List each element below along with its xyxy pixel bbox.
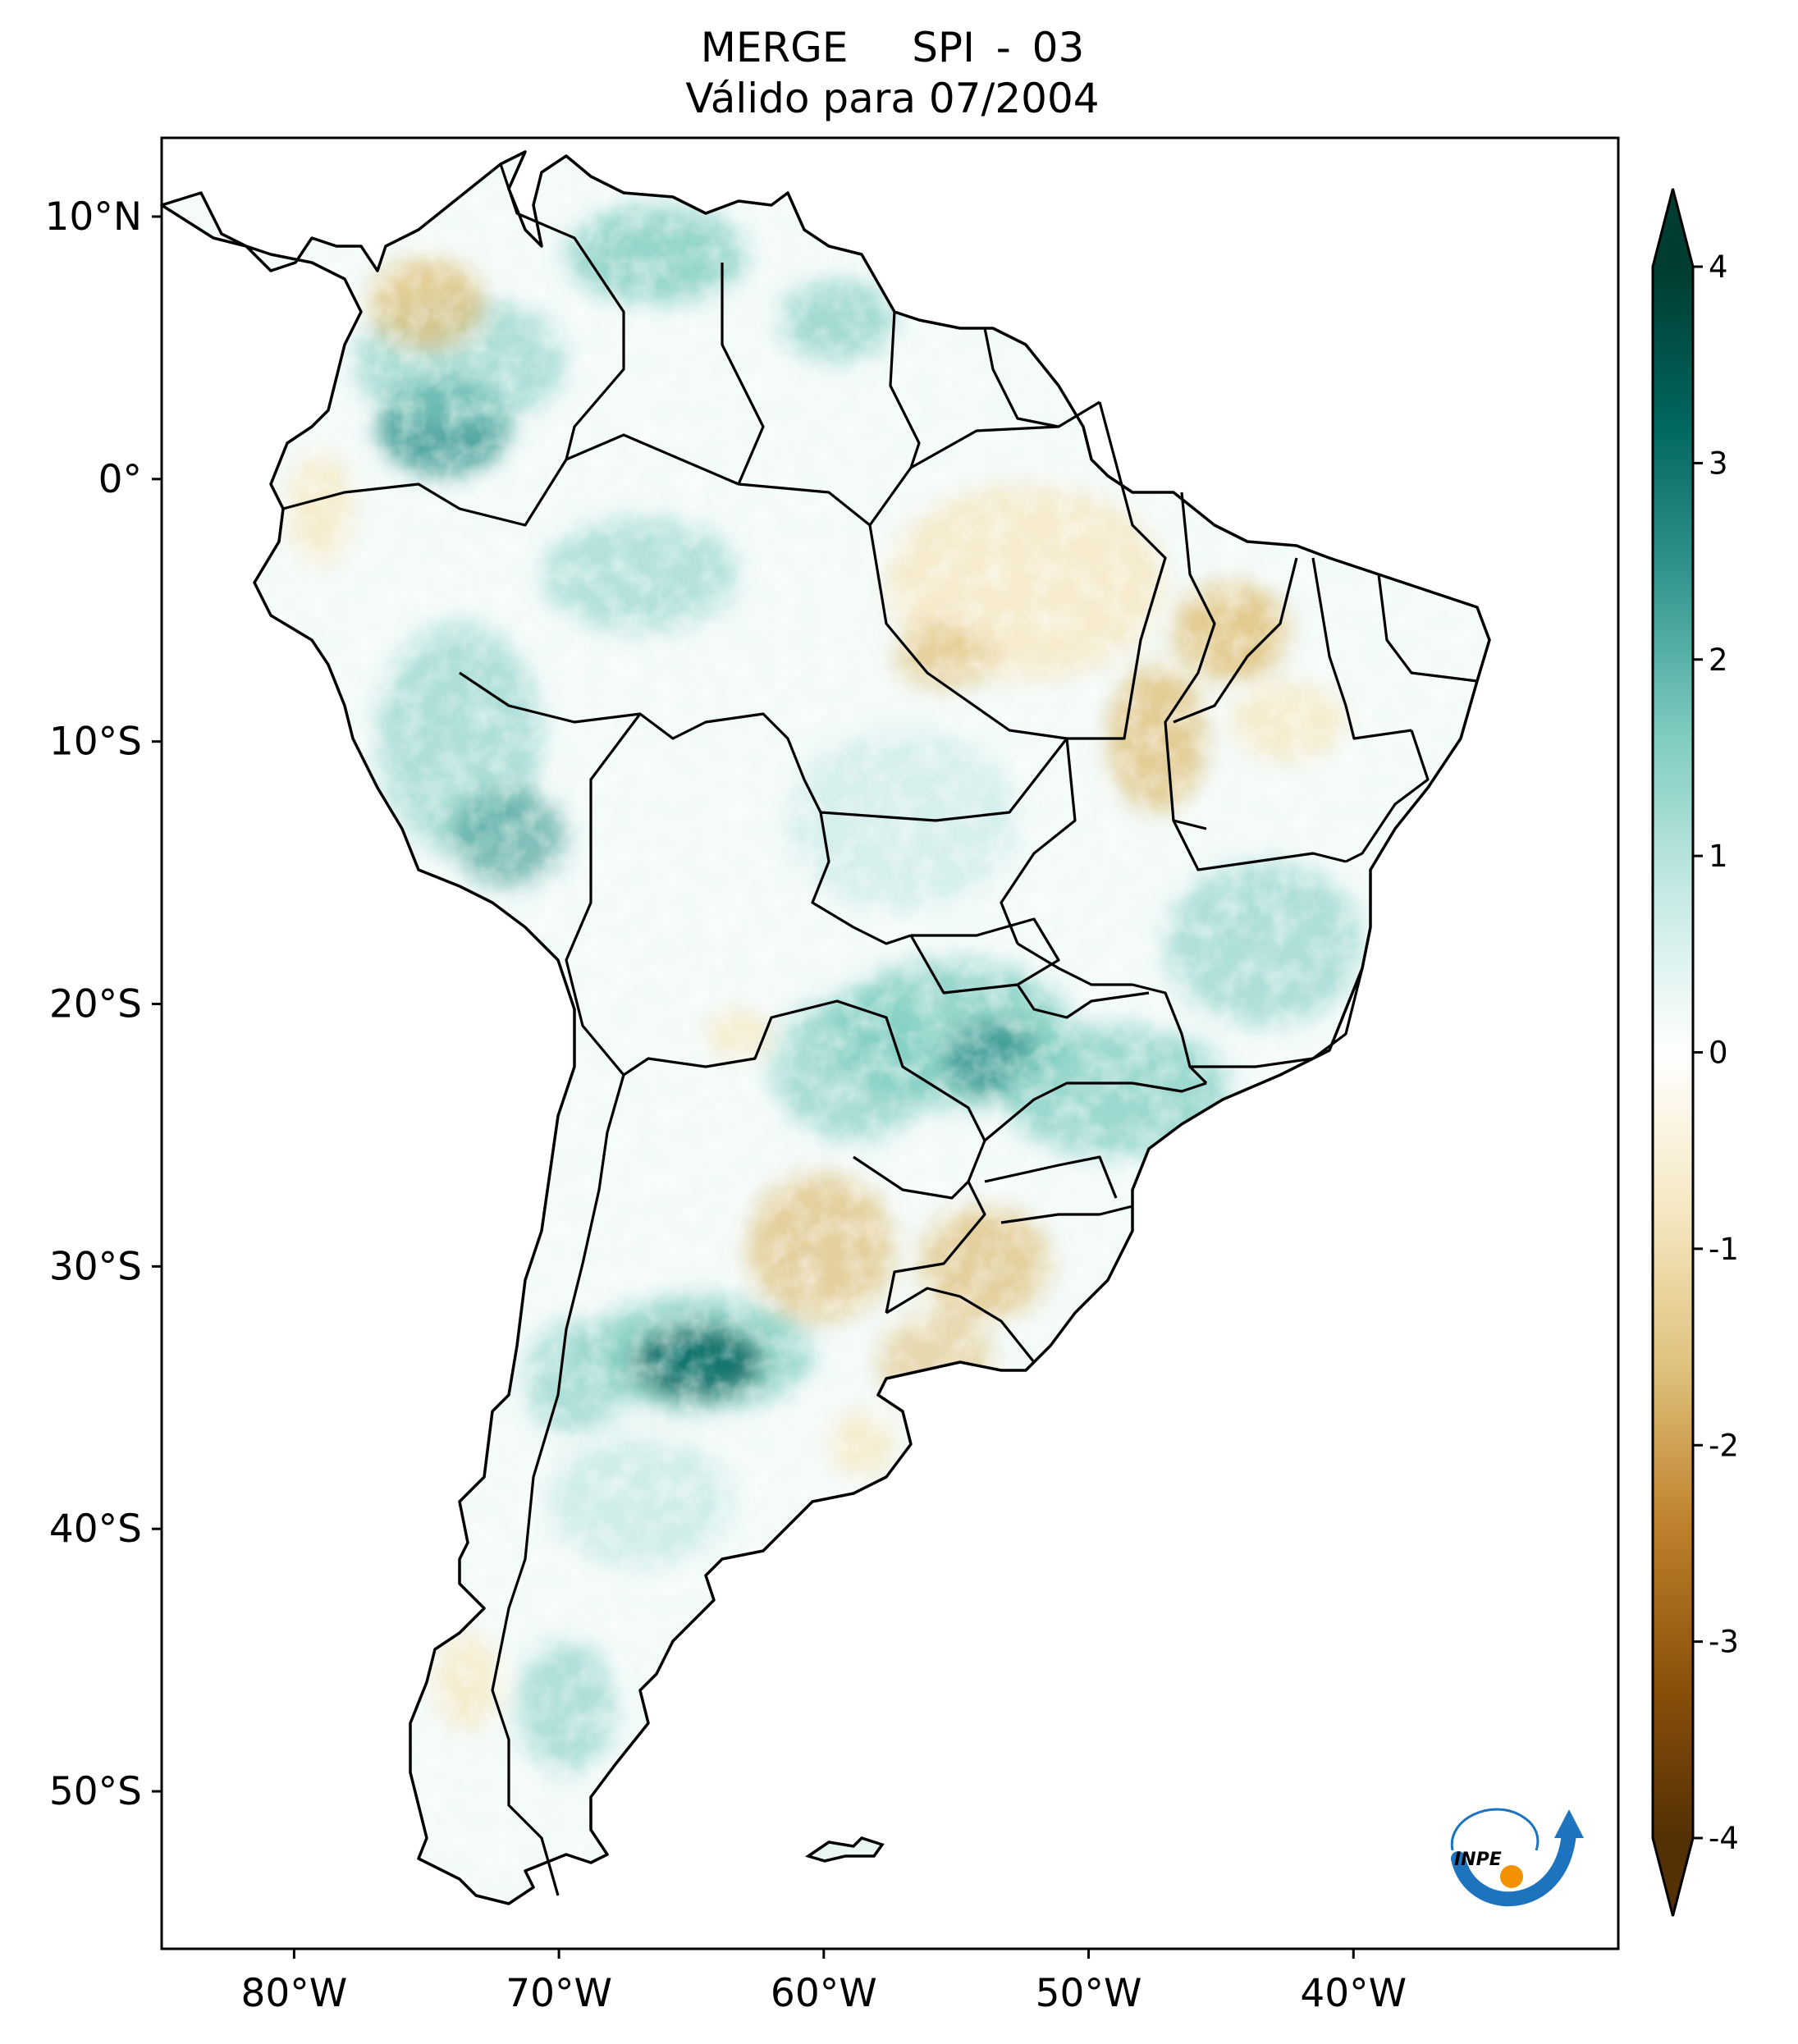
- logo-arrow-icon: [1554, 1809, 1584, 1838]
- colorbar-tick-label: -2: [1709, 1428, 1739, 1463]
- brazil-state-7: [1173, 557, 1298, 724]
- brazil-state-1: [1000, 738, 1077, 944]
- brazil-state-16: [984, 1155, 1118, 1199]
- lat-tick-label: 30°S: [49, 1244, 142, 1289]
- brazil-state-13: [1016, 984, 1150, 1019]
- argentina-paraguay-border: [853, 1155, 970, 1200]
- venezuela-guyana-border: [721, 263, 765, 485]
- map-frame: [160, 136, 1620, 1950]
- logo-sun-icon: [1500, 1865, 1523, 1888]
- map-title: MERGE SPI - 03: [700, 24, 1085, 71]
- lon-tick-label: 80°W: [240, 1971, 347, 2016]
- uruguay-brazil-border: [885, 1287, 1036, 1363]
- brazil-state-2: [909, 917, 1060, 995]
- lat-tick-label: 10°N: [45, 194, 142, 240]
- colorbar-tick-label: 2: [1709, 642, 1728, 678]
- brazil-state-4: [868, 524, 1068, 740]
- lon-tick-label: 40°W: [1300, 1971, 1407, 2016]
- peru-bolivia-border: [565, 713, 642, 1077]
- map-subtitle: Válido para 07/2004: [685, 75, 1100, 122]
- falkland-islands: [804, 1836, 885, 1863]
- peru-bolivia-brazil-border: [459, 671, 822, 813]
- colombia-ecuador-peru-border: [282, 459, 568, 527]
- lon-tick-label: 70°W: [506, 1971, 612, 2016]
- brazil-state-10: [1345, 729, 1430, 863]
- lat-tick-label: 20°S: [49, 982, 142, 1027]
- colorbar-tick-label: -4: [1709, 1821, 1739, 1856]
- colorbar-tick-label: 1: [1709, 839, 1728, 874]
- lon-tick-label: 50°W: [1036, 1971, 1142, 2016]
- colorbar-extend-max: [1653, 189, 1693, 267]
- lat-tick-label: 40°S: [49, 1507, 142, 1552]
- colorbar-extend-min: [1653, 1838, 1693, 1916]
- lat-tick-label: 10°S: [49, 720, 142, 765]
- colorbar-tick-label: -3: [1709, 1625, 1739, 1660]
- brazil-state-11: [1172, 820, 1347, 871]
- colorbar-gradient: [1653, 267, 1693, 1838]
- argentina-brazil-border: [885, 1181, 986, 1314]
- latitude-axis: 10°N 0° 10°S 20°S 30°S 40°S 50°S: [45, 194, 162, 1814]
- brazil-state-8: [1311, 557, 1412, 740]
- logo-text: INPE: [1454, 1850, 1502, 1870]
- brazil-state-17: [1000, 1205, 1133, 1224]
- guyana-suriname-border: [889, 311, 921, 469]
- colorbar-tick-label: -1: [1709, 1232, 1739, 1267]
- lat-tick-label: 50°S: [49, 1769, 142, 1814]
- logo-orbit-icon: [1450, 1808, 1540, 1851]
- coastline: [160, 150, 1491, 1905]
- bolivia-brazil-border: [811, 812, 912, 945]
- brazil-state-12: [1017, 942, 1208, 1085]
- lon-tick-label: 60°W: [771, 1971, 877, 2016]
- colombia-venezuela-border: [499, 163, 625, 460]
- colorbar-ticks: 4 3 2 1 0 -1 -2 -3 -4: [1693, 249, 1739, 1856]
- lat-tick-label: 0°: [98, 457, 142, 502]
- brazil-state-15: [983, 1081, 1207, 1142]
- logo-swoosh-icon: [1451, 1827, 1576, 1907]
- brazil-state-5: [820, 738, 1068, 822]
- colorbar-tick-label: 3: [1709, 446, 1728, 481]
- colorbar: 4 3 2 1 0 -1 -2 -3 -4: [1651, 188, 1739, 1917]
- inpe-logo: INPE: [1450, 1808, 1584, 1907]
- brazil-state-3: [1067, 401, 1167, 740]
- brazil-state-9: [1377, 574, 1478, 683]
- political-borders: [282, 163, 1478, 1896]
- brazil-state-14: [1190, 967, 1364, 1068]
- colorbar-tick-label: 4: [1709, 249, 1728, 285]
- chile-argentina-border: [491, 1074, 625, 1896]
- suriname-guiana-border: [983, 327, 1059, 428]
- colorbar-tick-label: 0: [1709, 1036, 1728, 1071]
- bolivia-paraguay-border: [623, 999, 986, 1182]
- longitude-axis: 80°W 70°W 60°W 50°W 40°W: [240, 1949, 1407, 2016]
